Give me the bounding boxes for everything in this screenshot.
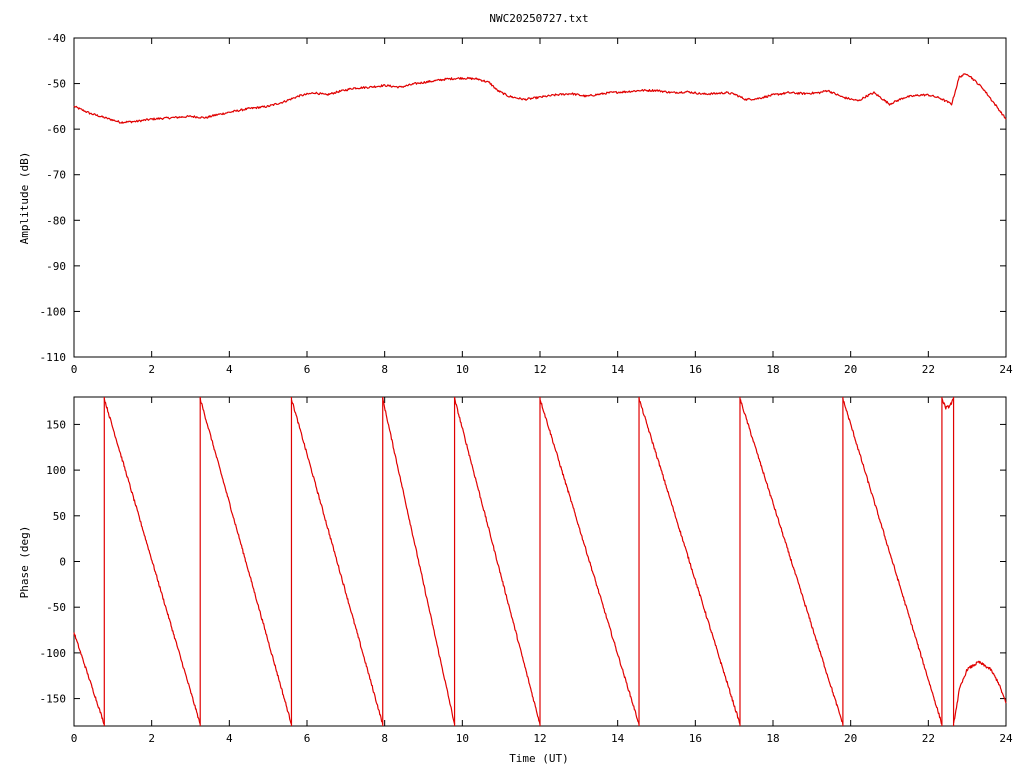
phase-segment [454,397,541,725]
chart-title: NWC20250727.txt [489,12,588,25]
amplitude-x-axis: 0 2 4 6 8 10 12 14 16 18 20 22 24 [71,38,1013,376]
phase-y-axis: 150 100 50 0 -50 -100 -150 [40,418,1006,706]
amplitude-x-tick-label: 18 [766,363,779,376]
amplitude-x-tick-label: 14 [611,363,625,376]
phase-y-tick-label: 100 [46,464,66,477]
phase-segment [73,632,105,725]
phase-y-tick-label: -50 [46,601,66,614]
phase-series [73,397,1007,726]
phase-segment [842,398,943,725]
amplitude-y-tick-label: -70 [46,169,66,182]
phase-segment [953,660,1007,724]
amplitude-panel: -40-50-60-70-80-90-100-110 0 2 4 6 8 10 12 14 16… [18,32,1013,376]
amplitude-x-tick-label: 24 [999,363,1013,376]
phase-segment [103,398,201,725]
amplitude-y-tick-label: -110 [40,351,67,364]
phase-x-tick-label: 18 [766,732,779,745]
amplitude-x-tick-label: 12 [533,363,546,376]
time-x-axis-label: Time (UT) [509,752,569,765]
phase-x-tick-label: 10 [456,732,469,745]
phase-y-axis-label: Phase (deg) [18,526,31,599]
amplitude-y-tick-label: -50 [46,78,66,91]
amplitude-x-tick-label: 2 [148,363,155,376]
phase-x-tick-label: 2 [148,732,155,745]
phase-segment [941,397,954,410]
amplitude-y-tick-label: -80 [46,214,66,227]
amplitude-x-tick-label: 6 [304,363,311,376]
amplitude-x-tick-label: 8 [381,363,388,376]
amplitude-y-tick-label: -60 [46,123,66,136]
amplitude-line [73,73,1007,124]
phase-segment [290,399,384,725]
phase-x-tick-label: 6 [304,732,311,745]
phase-segment [638,397,741,725]
amplitude-y-axis: -40 -50 -60 -70 -80 -90 -100 -110 [40,32,1006,364]
amplitude-x-tick-label: 10 [456,363,469,376]
amplitude-y-tick-label: -40 [46,32,66,45]
amplitude-x-tick-label: 16 [689,363,702,376]
phase-y-tick-label: -150 [40,693,67,706]
amplitude-y-tick-label: -90 [46,260,66,273]
phase-segment [739,398,844,725]
phase-x-tick-label: 0 [71,732,78,745]
amplitude-y-tick-label: -100 [40,305,67,318]
phase-x-axis: 0 2 4 6 8 10 12 14 16 18 20 22 24 [71,397,1013,745]
amplitude-series [73,73,1007,124]
phase-y-tick-label: 50 [53,510,66,523]
phase-x-tick-label: 20 [844,732,857,745]
phase-x-tick-label: 14 [611,732,625,745]
phase-x-tick-label: 4 [226,732,233,745]
phase-y-tick-label: 150 [46,418,66,431]
amplitude-x-tick-label: 20 [844,363,857,376]
phase-x-tick-label: 12 [533,732,546,745]
phase-segment [199,397,293,725]
amplitude-x-tick-label: 0 [71,363,78,376]
phase-x-tick-label: 22 [922,732,935,745]
phase-y-tick-label: 0 [59,556,66,569]
amplitude-x-tick-label: 4 [226,363,233,376]
phase-x-tick-label: 16 [689,732,702,745]
phase-x-tick-label: 8 [381,732,388,745]
amplitude-y-axis-label: Amplitude (dB) [18,152,31,245]
phase-segment [539,399,640,725]
amplitude-x-tick-label: 22 [922,363,935,376]
phase-y-tick-label: -100 [40,647,67,660]
phase-segment [382,397,456,725]
phase-x-tick-label: 24 [999,732,1013,745]
